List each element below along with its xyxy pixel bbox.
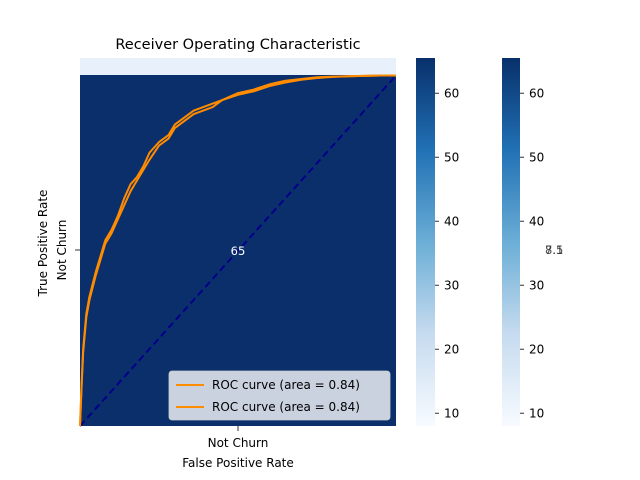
colorbar-2: 10 20 30 40 50 60 7.5 8.1 (502, 58, 563, 426)
plot-area: 65 (79, 58, 397, 427)
legend-box (168, 370, 391, 421)
legend-label: ROC curve (area = 0.84) (212, 378, 360, 392)
colorbar-tick-label: 50 (529, 151, 544, 165)
reference-diagonal-line (79, 74, 397, 427)
colorbar-tick-label: 30 (529, 279, 544, 293)
colorbar-tick-label: 10 (529, 407, 544, 421)
colorbar-tick-label: 20 (529, 343, 544, 357)
colorbar-tick-label: 50 (444, 151, 459, 165)
colorbar-gradient (502, 58, 520, 426)
y-axis-label: True Positive Rate (36, 190, 50, 298)
x-axis-label: False Positive Rate (182, 456, 294, 470)
legend-label: ROC curve (area = 0.84) (212, 400, 360, 414)
roc-curve-line (79, 74, 396, 427)
colorbar-side-text: 8.1 (545, 243, 563, 257)
x-axis: Not Churn False Positive Rate (182, 426, 294, 470)
lines-layer (79, 74, 397, 427)
heatmap-top-strip (80, 58, 396, 75)
colorbar-side-text: 7.5 (545, 243, 563, 257)
y-axis: Not Churn True Positive Rate (36, 190, 80, 298)
legend: ROC curve (area = 0.84) ROC curve (area … (168, 370, 391, 421)
heatmap-cell-annotation: 65 (231, 244, 246, 258)
chart-title: Receiver Operating Characteristic (115, 37, 360, 53)
colorbar-tick-label: 40 (529, 215, 544, 229)
colorbar-tick-label: 20 (444, 343, 459, 357)
x-tick-label: Not Churn (208, 436, 269, 450)
colorbar-tick-label: 10 (444, 407, 459, 421)
colorbar-gradient (416, 58, 435, 426)
y-tick-label: Not Churn (55, 220, 69, 281)
colorbar-tick-label: 30 (444, 279, 459, 293)
colorbar-tick-label: 60 (444, 87, 459, 101)
colorbar-tick-label: 40 (444, 215, 459, 229)
colorbar-1: 10 20 30 40 50 60 (416, 58, 459, 426)
colorbar-tick-label: 60 (529, 87, 544, 101)
